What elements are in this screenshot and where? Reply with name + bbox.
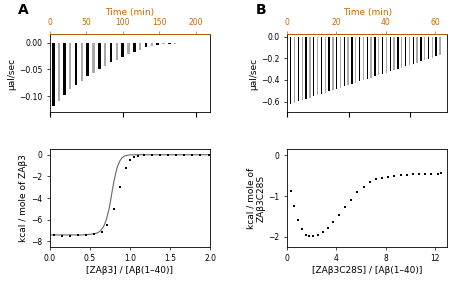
Text: B: B — [255, 3, 266, 17]
Y-axis label: kcal / mole of ZAβ3: kcal / mole of ZAβ3 — [19, 154, 28, 242]
X-axis label: Time (min): Time (min) — [105, 8, 154, 17]
X-axis label: [ZAβ3] / [Aβ(1–40)]: [ZAβ3] / [Aβ(1–40)] — [86, 266, 173, 275]
Y-axis label: μal/sec: μal/sec — [249, 57, 258, 90]
Y-axis label: kcal / mole of
ZAβ3C28S: kcal / mole of ZAβ3C28S — [246, 167, 265, 229]
Text: A: A — [18, 3, 29, 17]
X-axis label: Time (min): Time (min) — [342, 8, 391, 17]
X-axis label: [ZAβ3C28S] / [Aβ(1–40)]: [ZAβ3C28S] / [Aβ(1–40)] — [311, 266, 422, 275]
Y-axis label: μal/sec: μal/sec — [7, 57, 16, 90]
